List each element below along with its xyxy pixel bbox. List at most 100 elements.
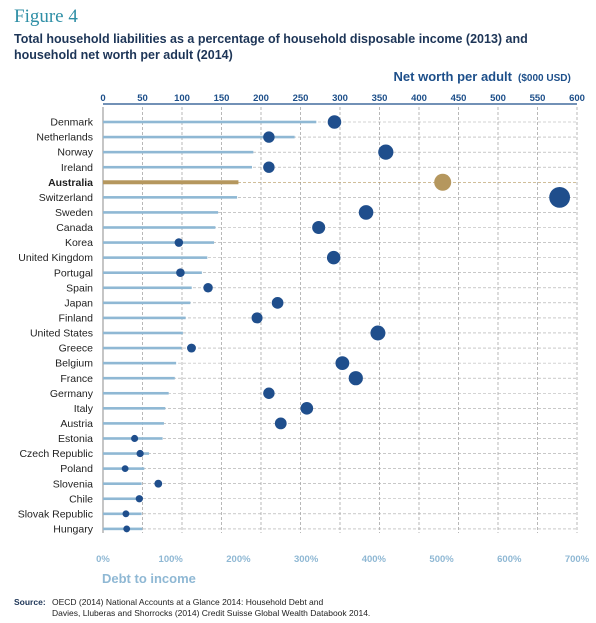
top-axis-unit: ($000 USD) — [518, 73, 571, 84]
debt-bar — [103, 346, 182, 350]
net-worth-dot — [271, 296, 284, 309]
net-worth-dot — [135, 495, 143, 503]
net-worth-dot — [154, 479, 163, 488]
country-label: Austria — [60, 418, 93, 430]
debt-bar — [103, 150, 254, 154]
top-axis-ticks: 0 50 100 150 200 250 300 350 400 450 500 550 600 — [100, 93, 585, 105]
top-axis-label: Net worth per adult — [394, 69, 513, 84]
top-tick-label: 50 — [137, 93, 148, 104]
bottom-tick-label: 100% — [159, 554, 184, 565]
net-worth-dot — [335, 356, 350, 371]
bottom-axis-label: Debt to income — [102, 571, 196, 586]
country-label: Sweden — [55, 207, 93, 219]
top-tick-label: 350 — [372, 93, 388, 104]
country-label: Estonia — [58, 433, 93, 445]
source-label: Source: — [14, 597, 46, 607]
net-worth-dot — [263, 131, 275, 143]
top-tick-label: 0 — [100, 93, 105, 104]
country-label: Slovak Republic — [18, 508, 93, 520]
debt-bar — [103, 482, 142, 485]
debt-bar — [103, 271, 202, 274]
debt-bar — [103, 135, 295, 139]
debt-bar — [103, 497, 142, 501]
bottom-tick-label: 500% — [429, 554, 454, 565]
debt-bar — [103, 165, 252, 169]
top-tick-label: 400 — [411, 93, 427, 104]
net-worth-dot — [263, 387, 275, 399]
country-label: Chile — [69, 493, 93, 505]
debt-bar — [103, 331, 183, 335]
debt-bar — [103, 391, 169, 395]
chart-title: Total household liabilities as a percent… — [14, 32, 528, 62]
top-tick-label: 100 — [174, 93, 190, 104]
top-tick-label: 450 — [451, 93, 467, 104]
country-label: Canada — [56, 222, 93, 234]
country-label: Germany — [50, 388, 94, 400]
debt-bar — [103, 286, 192, 290]
debt-bar — [103, 196, 238, 199]
source-line-2: Davies, Lluberas and Shorrocks (2014) Cr… — [52, 608, 371, 618]
gridlines — [102, 107, 578, 533]
top-tick-label: 600 — [569, 93, 585, 104]
net-worth-dot — [549, 186, 571, 208]
net-worth-dot — [251, 312, 263, 324]
debt-bar — [103, 361, 177, 365]
debt-bar — [103, 226, 216, 229]
country-label: Japan — [64, 297, 93, 309]
net-worth-dot — [174, 238, 184, 247]
country-label: Greece — [59, 343, 94, 355]
country-label: Portugal — [54, 267, 93, 279]
net-worth-dot — [121, 465, 129, 473]
bottom-tick-label: 0% — [96, 554, 110, 565]
net-worth-dot — [300, 402, 314, 415]
top-tick-label: 200 — [253, 93, 269, 104]
net-worth-dot — [263, 161, 275, 173]
net-worth-dot — [176, 268, 185, 277]
debt-bar — [103, 376, 175, 380]
country-label: Italy — [74, 403, 94, 415]
country-label: Slovenia — [53, 478, 93, 490]
figure-label: Figure 4 — [14, 6, 78, 27]
top-tick-label: 500 — [490, 93, 506, 104]
top-tick-label: 150 — [214, 93, 230, 104]
country-label: Netherlands — [36, 132, 93, 144]
bottom-tick-label: 300% — [294, 554, 319, 565]
net-worth-dot — [370, 325, 386, 341]
country-label: Czech Republic — [19, 448, 93, 460]
country-label: Switzerland — [39, 192, 93, 204]
debt-bar — [103, 211, 219, 214]
bottom-tick-label: 200% — [226, 554, 251, 565]
net-worth-dot — [274, 417, 287, 430]
debt-bar — [103, 452, 150, 455]
debt-bar — [103, 512, 142, 516]
bottom-tick-label: 700% — [565, 554, 590, 565]
net-worth-dot — [123, 525, 131, 533]
net-worth-dot — [136, 449, 144, 458]
country-label: France — [60, 373, 93, 385]
source-line-1: OECD (2014) National Accounts at a Glanc… — [52, 597, 324, 607]
net-worth-dot — [312, 220, 326, 235]
bottom-axis-ticks: 0% 100% 200% 300% 400% 500% 600% 700% — [96, 554, 590, 565]
net-worth-dots — [121, 115, 571, 533]
country-label: United States — [30, 328, 93, 340]
debt-bar — [103, 527, 143, 531]
top-tick-label: 300 — [332, 93, 348, 104]
debt-bar — [103, 241, 215, 244]
country-label: Norway — [57, 147, 93, 159]
net-worth-dot — [122, 510, 130, 518]
debt-bar — [103, 422, 164, 425]
source-note: Source: OECD (2014) National Accounts at… — [14, 597, 586, 618]
country-label: Denmark — [50, 117, 93, 129]
top-tick-label: 250 — [293, 93, 309, 104]
country-label: United Kingdom — [18, 252, 93, 264]
country-label: Hungary — [53, 523, 93, 535]
net-worth-dot — [187, 343, 196, 353]
debt-bar — [103, 301, 191, 305]
net-worth-dot — [348, 371, 363, 386]
country-label: Australia — [48, 177, 93, 189]
debt-bar — [103, 407, 166, 410]
net-worth-dot — [434, 173, 452, 191]
net-worth-dot — [327, 115, 342, 129]
top-tick-label: 550 — [530, 93, 546, 104]
